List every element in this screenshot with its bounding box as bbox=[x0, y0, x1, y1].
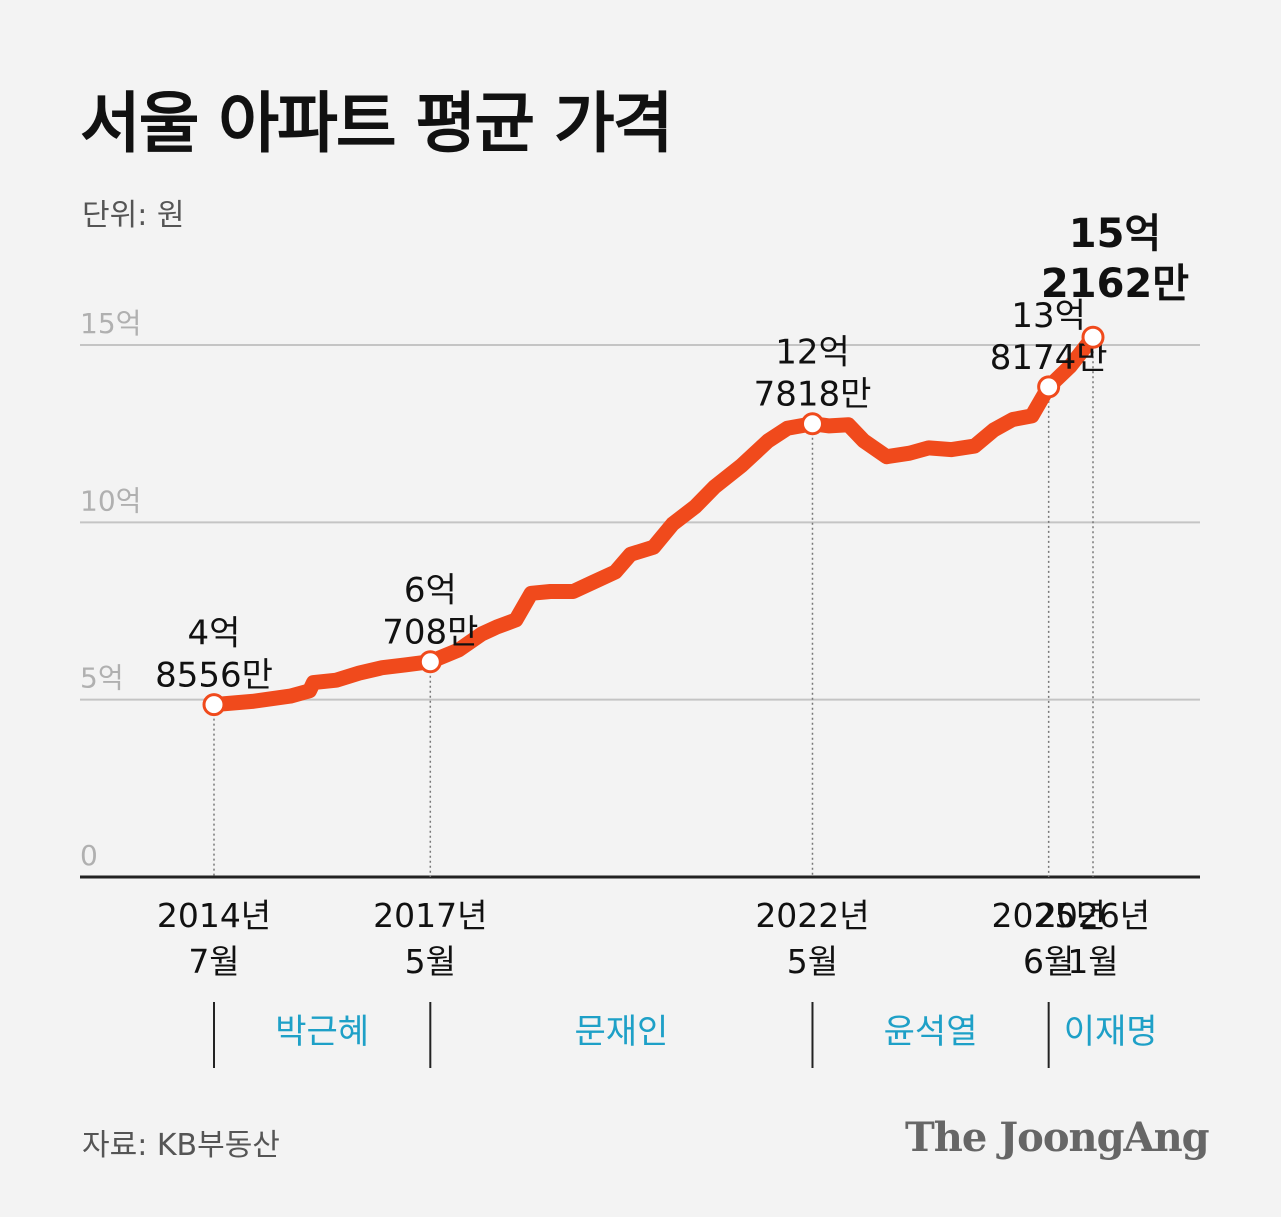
data-point-marker bbox=[1081, 325, 1105, 349]
data-point-marker bbox=[1037, 375, 1061, 399]
data-label-man: 708만 bbox=[382, 613, 478, 653]
data-point-marker bbox=[800, 412, 824, 436]
data-label-eok: 13억 bbox=[1011, 296, 1086, 336]
data-label-eok: 6억 bbox=[404, 571, 457, 611]
source-label: 자료: KB부동산 bbox=[82, 1128, 280, 1163]
x-tick-label-month: 5월 bbox=[787, 942, 838, 981]
x-tick-label-month: 6월 bbox=[1023, 942, 1074, 981]
y-tick-label: 5억 bbox=[80, 662, 124, 695]
x-tick-label-month: 5월 bbox=[405, 942, 456, 981]
data-label-eok: 12억 bbox=[775, 333, 850, 373]
y-tick-label: 0 bbox=[80, 839, 98, 872]
president-term-label: 문재인 bbox=[574, 1012, 668, 1052]
data-point-marker bbox=[418, 650, 442, 674]
x-tick-label-year: 2026년 bbox=[1036, 896, 1150, 935]
x-tick-label-year: 2025년 bbox=[991, 896, 1105, 935]
x-tick-label-month: 1월 bbox=[1067, 942, 1118, 981]
data-label-man: 8556만 bbox=[155, 656, 273, 696]
president-term-label: 이재명 bbox=[1064, 1012, 1158, 1052]
x-tick-label-year: 2014년 bbox=[157, 896, 271, 935]
chart-title: 서울 아파트 평균 가격 bbox=[80, 85, 673, 162]
x-tick-label-month: 7월 bbox=[188, 942, 239, 981]
president-term-label: 박근혜 bbox=[275, 1012, 369, 1052]
series-line bbox=[206, 329, 1101, 713]
president-term-label: 윤석열 bbox=[884, 1012, 978, 1052]
x-tick-label-year: 2017년 bbox=[373, 896, 487, 935]
publisher-logo: The JoongAng bbox=[905, 1114, 1210, 1161]
data-label-man: 2162만 bbox=[1041, 261, 1189, 307]
data-point-marker bbox=[202, 693, 226, 717]
y-tick-label: 15억 bbox=[80, 307, 141, 340]
y-tick-label: 10억 bbox=[80, 484, 141, 517]
x-tick-label-year: 2022년 bbox=[755, 896, 869, 935]
data-label-man: 7818만 bbox=[754, 375, 872, 415]
data-label-eok: 4억 bbox=[188, 614, 241, 654]
unit-label: 단위: 원 bbox=[82, 198, 185, 233]
data-label-eok: 15억 bbox=[1069, 211, 1161, 257]
